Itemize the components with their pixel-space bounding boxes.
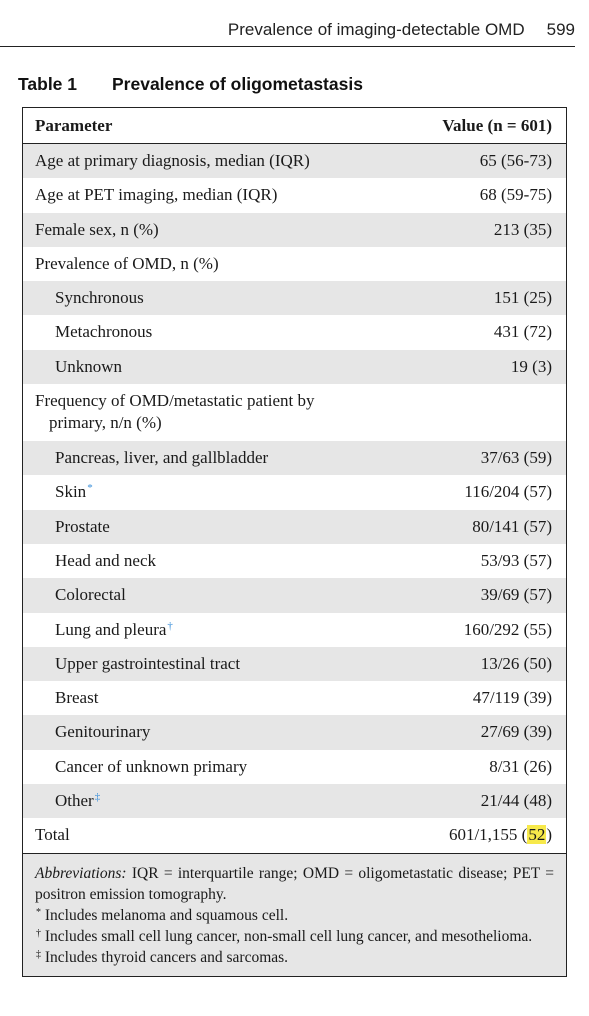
- row-label: Skin*: [35, 481, 464, 503]
- row-value: 47/119 (39): [472, 688, 552, 708]
- row-label: Breast: [55, 688, 99, 708]
- table-row: Synchronous 151 (25): [23, 281, 566, 316]
- table-row: Breast 47/119 (39): [23, 681, 566, 715]
- row-value: 37/63 (59): [480, 448, 552, 468]
- row-label-text: Skin: [55, 482, 87, 502]
- footnote-mark-dagger: †: [167, 619, 173, 632]
- row-value: 116/204 (57): [464, 482, 552, 502]
- table-footnotes: Abbreviations: IQR = interquartile range…: [23, 852, 566, 976]
- table-caption: Table 1 Prevalence of oligometastasis: [18, 74, 363, 95]
- row-label: Head and neck: [55, 550, 157, 570]
- table-row: Female sex, n (%) 213 (35): [23, 212, 566, 247]
- row-value: 80/141 (57): [472, 516, 552, 536]
- footnote-double-dagger-mark: ‡: [36, 948, 41, 960]
- abbreviations-label: Abbreviations:: [35, 864, 127, 882]
- row-label: Female sex, n (%): [35, 219, 159, 239]
- row-label: Genitourinary: [55, 722, 151, 742]
- row-label-line-2: primary, n/n (%): [49, 413, 162, 433]
- table-row: Upper gastrointestinal tract 13/26 (50): [23, 646, 566, 682]
- row-label: Upper gastrointestinal tract: [55, 653, 241, 673]
- data-table: Parameter Value (n = 601) Age at primary…: [22, 107, 567, 977]
- table-row: Age at primary diagnosis, median (IQR) 6…: [23, 144, 566, 179]
- row-value: 68 (59-75): [479, 185, 552, 205]
- footnote-dagger-mark: †: [36, 927, 41, 939]
- table-row: Frequency of OMD/metastatic patient by p…: [23, 384, 566, 441]
- table-row: Lung and pleura† 160/292 (55): [23, 613, 566, 647]
- row-label-line-1: Frequency of OMD/metastatic patient by: [35, 391, 315, 411]
- row-value: 21/44 (48): [480, 791, 552, 811]
- row-label: Synchronous: [55, 288, 144, 308]
- row-value: 27/69 (39): [480, 722, 552, 742]
- row-label: Age at primary diagnosis, median (IQR): [35, 151, 310, 170]
- table-title: Prevalence of oligometastasis: [112, 74, 363, 94]
- table-row: Prevalence of OMD, n (%): [23, 247, 566, 281]
- table-number: Table 1: [18, 74, 78, 94]
- table-row-total: Total 601/1,155 (52): [23, 818, 566, 852]
- footnote-mark-double-dagger: ‡: [94, 791, 101, 804]
- row-value: 431 (72): [493, 322, 552, 342]
- highlighted-percentage: 52: [527, 825, 547, 845]
- row-value: 13/26 (50): [480, 653, 552, 673]
- row-value: 213 (35): [493, 219, 552, 239]
- row-label: Age at PET imaging, median (IQR): [35, 185, 278, 205]
- page-number: 599: [546, 20, 575, 39]
- footnote-star: * Includes melanoma and squamous cell.: [35, 905, 554, 926]
- footnote-dagger-text: Includes small cell lung cancer, non-sma…: [44, 927, 533, 945]
- table-row: Genitourinary 27/69 (39): [23, 715, 566, 750]
- column-header-parameter: Parameter: [35, 116, 113, 135]
- row-label-text: Other: [55, 791, 94, 811]
- footnote-mark-star: *: [87, 482, 93, 495]
- row-label: Pancreas, liver, and gallbladder: [55, 448, 269, 468]
- row-label: Unknown: [55, 356, 123, 376]
- row-value: 8/31 (26): [489, 756, 552, 776]
- row-label-text: Lung and pleura: [55, 619, 167, 639]
- footnote-double-dagger-text: Includes thyroid cancers and sarcomas.: [44, 948, 289, 966]
- total-value-suffix: ): [546, 825, 552, 845]
- row-value: 39/69 (57): [480, 585, 552, 605]
- table-row: Other‡ 21/44 (48): [23, 784, 566, 819]
- footnote-dagger: † Includes small cell lung cancer, non-s…: [35, 926, 554, 947]
- table-row: Cancer of unknown primary 8/31 (26): [23, 750, 566, 784]
- table-row: Unknown 19 (3): [23, 349, 566, 385]
- row-value: 65 (56-73): [479, 151, 552, 170]
- table-row: Skin* 116/204 (57): [23, 475, 566, 509]
- row-label: Lung and pleura†: [35, 619, 464, 641]
- row-label: Prevalence of OMD, n (%): [35, 253, 219, 273]
- footnote-star-text: Includes melanoma and squamous cell.: [44, 906, 289, 924]
- table-row: Pancreas, liver, and gallbladder 37/63 (…: [23, 441, 566, 476]
- column-header-value: Value (n = 601): [442, 116, 552, 135]
- row-label: Metachronous: [55, 322, 153, 342]
- table-row: Head and neck 53/93 (57): [23, 544, 566, 578]
- table-row: Colorectal 39/69 (57): [23, 578, 566, 613]
- row-value: 601/1,155 (52): [449, 824, 552, 846]
- row-value: 53/93 (57): [480, 550, 552, 570]
- row-label: Prostate: [55, 516, 110, 536]
- footnote-abbreviations: Abbreviations: IQR = interquartile range…: [35, 863, 554, 905]
- running-head: Prevalence of imaging-detectable OMD 599: [0, 12, 575, 47]
- footnote-double-dagger: ‡ Includes thyroid cancers and sarcomas.: [35, 947, 554, 968]
- row-label: Colorectal: [55, 585, 126, 605]
- row-value: 19 (3): [510, 356, 552, 376]
- row-label: Other‡: [35, 790, 481, 812]
- footnote-star-mark: *: [36, 906, 41, 918]
- total-value-prefix: 601/1,155 (: [448, 825, 528, 845]
- row-value: 160/292 (55): [463, 619, 552, 639]
- row-label: Cancer of unknown primary: [55, 756, 248, 776]
- row-label: Frequency of OMD/metastatic patient by p…: [35, 390, 552, 434]
- table-row: Age at PET imaging, median (IQR) 68 (59-…: [23, 178, 566, 212]
- running-head-title: Prevalence of imaging-detectable OMD: [227, 20, 525, 39]
- row-label: Total: [35, 825, 70, 845]
- abbreviations-text: IQR = interquartile range; OMD = oligome…: [35, 864, 554, 903]
- table-header-row: Parameter Value (n = 601): [23, 108, 566, 144]
- table-row: Prostate 80/141 (57): [23, 509, 566, 544]
- row-value: 151 (25): [493, 288, 552, 308]
- table-row: Metachronous 431 (72): [23, 315, 566, 349]
